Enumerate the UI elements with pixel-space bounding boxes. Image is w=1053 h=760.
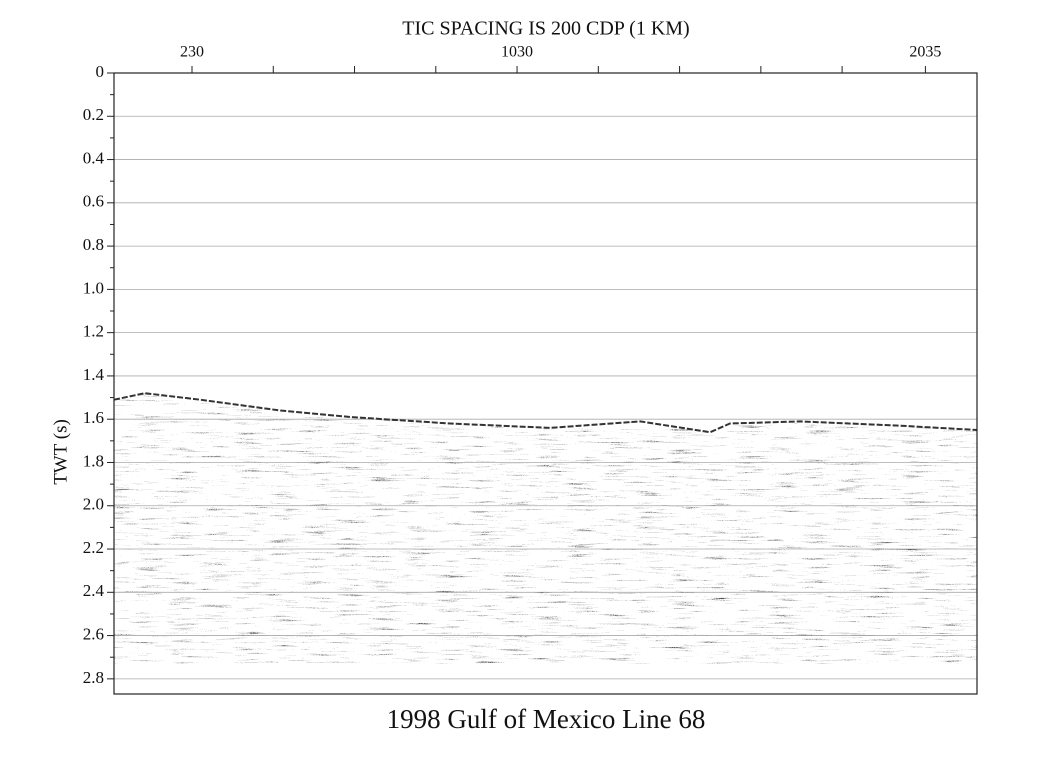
y-tick-label: 1.2 xyxy=(83,322,104,341)
y-tick-label: 0 xyxy=(96,62,105,81)
y-tick-label: 2.6 xyxy=(83,624,104,643)
y-tick-label: 0.4 xyxy=(83,148,105,167)
x-tick-label: 2035 xyxy=(909,44,941,61)
x-tick-label: 1030 xyxy=(501,44,533,61)
y-tick-label: 0.6 xyxy=(83,192,104,211)
y-tick-label: 2.8 xyxy=(83,668,104,687)
y-tick-label: 1.0 xyxy=(83,278,104,297)
y-axis-label: TWT (s) xyxy=(50,419,71,485)
caption: 1998 Gulf of Mexico Line 68 xyxy=(387,704,706,734)
x-tick-label: 230 xyxy=(180,44,204,61)
y-tick-label: 1.6 xyxy=(83,408,104,427)
chart-title: TIC SPACING IS 200 CDP (1 KM) xyxy=(402,18,689,40)
plot-frame xyxy=(113,72,978,695)
y-tick-label: 1.4 xyxy=(83,365,105,384)
y-tick-label: 0.8 xyxy=(83,235,104,254)
y-tick-label: 2.0 xyxy=(83,495,104,514)
y-tick-label: 2.4 xyxy=(83,581,105,600)
seafloor-reflector xyxy=(113,392,978,434)
y-tick-label: 2.2 xyxy=(83,538,104,557)
y-tick-label: 1.8 xyxy=(83,451,104,470)
seismic-section xyxy=(114,393,977,664)
y-tick-label: 0.2 xyxy=(83,105,104,124)
